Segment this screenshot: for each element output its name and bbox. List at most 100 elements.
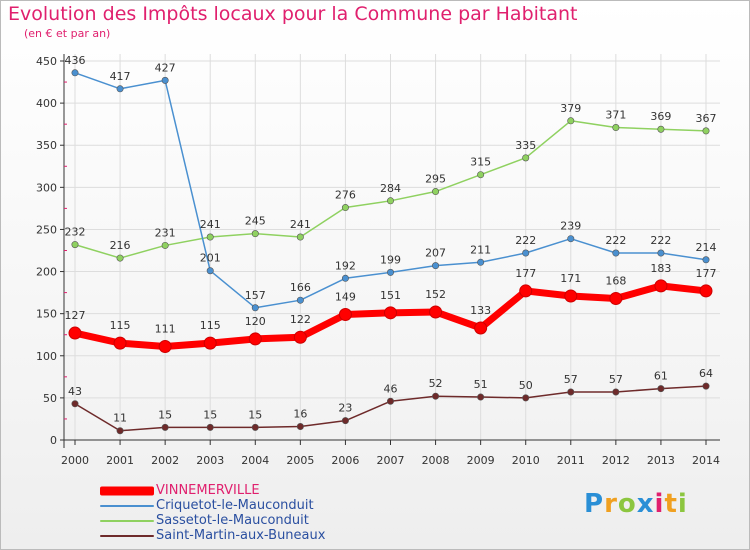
data-label-criquetot-le-mauconduit: 157: [245, 289, 266, 302]
data-point-sassetot-le-mauconduit: [206, 233, 214, 241]
legend-label: Sassetot-le-Mauconduit: [156, 513, 309, 528]
legend-entry: VINNEMERVILLE: [100, 483, 360, 498]
y-tick-label: 300: [36, 181, 57, 194]
data-point-sassetot-le-mauconduit: [251, 230, 259, 238]
data-label-sassetot-le-mauconduit: 276: [335, 189, 356, 202]
x-tick-label: 2008: [422, 454, 450, 467]
data-point-sassetot-le-mauconduit: [567, 117, 575, 125]
x-tick-label: 2009: [467, 454, 495, 467]
data-point-vinnemerville: [384, 306, 397, 320]
data-point-sassetot-le-mauconduit: [341, 204, 349, 212]
data-point-sassetot-le-mauconduit: [296, 233, 304, 241]
data-point-saint-martin-aux-buneaux: [296, 423, 304, 431]
y-tick-label: 150: [36, 308, 57, 321]
data-point-criquetot-le-mauconduit: [657, 249, 665, 257]
data-point-sassetot-le-mauconduit: [116, 254, 124, 262]
y-tick-label: 250: [36, 223, 57, 236]
data-point-criquetot-le-mauconduit: [251, 304, 259, 312]
data-label-criquetot-le-mauconduit: 192: [335, 259, 356, 272]
logo-letter: r: [604, 489, 618, 519]
data-label-saint-martin-aux-buneaux: 46: [384, 382, 398, 395]
data-point-criquetot-le-mauconduit: [522, 249, 530, 257]
data-label-criquetot-le-mauconduit: 166: [290, 281, 311, 294]
data-point-vinnemerville: [429, 305, 443, 319]
data-label-vinnemerville: 127: [65, 309, 86, 322]
data-point-sassetot-le-mauconduit: [432, 188, 440, 196]
legend-entry: Saint-Martin-aux-Buneaux: [100, 528, 360, 543]
y-tick-label: 100: [36, 350, 57, 363]
data-label-sassetot-le-mauconduit: 379: [560, 102, 581, 115]
data-point-criquetot-le-mauconduit: [161, 76, 169, 84]
data-label-criquetot-le-mauconduit: 417: [110, 70, 131, 83]
chart-title: Evolution des Impôts locaux pour la Comm…: [8, 3, 578, 25]
data-point-vinnemerville: [654, 279, 668, 293]
data-label-sassetot-le-mauconduit: 284: [380, 182, 401, 195]
data-point-sassetot-le-mauconduit: [657, 125, 665, 133]
data-point-vinnemerville: [248, 332, 262, 346]
data-label-saint-martin-aux-buneaux: 52: [429, 377, 443, 390]
legend-entry: Criquetot-le-Mauconduit: [100, 498, 360, 513]
data-point-sassetot-le-mauconduit: [477, 171, 485, 179]
data-point-criquetot-le-mauconduit: [296, 296, 304, 304]
data-label-sassetot-le-mauconduit: 371: [605, 109, 626, 122]
data-label-saint-martin-aux-buneaux: 23: [338, 402, 352, 415]
data-label-sassetot-le-mauconduit: 295: [425, 173, 446, 186]
data-point-vinnemerville: [699, 284, 713, 298]
data-label-saint-martin-aux-buneaux: 15: [158, 408, 172, 421]
data-point-vinnemerville: [68, 326, 82, 340]
data-point-saint-martin-aux-buneaux: [341, 417, 349, 425]
data-label-criquetot-le-mauconduit: 201: [200, 252, 221, 265]
proxiti-logo: Proxiti: [584, 489, 688, 519]
x-tick-label: 2004: [241, 454, 269, 467]
logo-letter: o: [617, 489, 637, 519]
legend-swatch: [100, 504, 154, 507]
data-point-sassetot-le-mauconduit: [386, 197, 394, 205]
data-label-saint-martin-aux-buneaux: 15: [203, 408, 217, 421]
data-label-sassetot-le-mauconduit: 369: [650, 110, 671, 123]
data-point-saint-martin-aux-buneaux: [116, 427, 124, 435]
data-label-criquetot-le-mauconduit: 222: [605, 234, 626, 247]
data-point-criquetot-le-mauconduit: [477, 258, 485, 266]
data-label-vinnemerville: 152: [425, 288, 446, 301]
data-point-criquetot-le-mauconduit: [432, 262, 440, 270]
data-point-saint-martin-aux-buneaux: [206, 423, 214, 431]
data-point-sassetot-le-mauconduit: [71, 241, 79, 249]
data-point-sassetot-le-mauconduit: [612, 124, 620, 132]
data-point-sassetot-le-mauconduit: [161, 241, 169, 249]
data-point-vinnemerville: [203, 336, 217, 350]
data-label-vinnemerville: 115: [110, 319, 131, 332]
data-point-criquetot-le-mauconduit: [341, 274, 349, 282]
x-tick-label: 2003: [196, 454, 224, 467]
data-point-criquetot-le-mauconduit: [567, 235, 575, 243]
data-point-criquetot-le-mauconduit: [206, 267, 214, 275]
data-label-criquetot-le-mauconduit: 222: [650, 234, 671, 247]
legend-swatch: [100, 486, 154, 495]
data-label-vinnemerville: 177: [696, 267, 717, 280]
data-point-criquetot-le-mauconduit: [71, 69, 79, 77]
logo-letter: x: [636, 489, 655, 519]
data-point-vinnemerville: [293, 330, 307, 344]
x-tick-label: 2013: [647, 454, 675, 467]
data-label-vinnemerville: 122: [290, 313, 311, 326]
x-tick-label: 2006: [331, 454, 359, 467]
data-label-vinnemerville: 111: [155, 323, 176, 336]
data-label-criquetot-le-mauconduit: 214: [696, 241, 717, 254]
data-label-criquetot-le-mauconduit: 211: [470, 243, 491, 256]
data-label-criquetot-le-mauconduit: 239: [560, 220, 581, 233]
y-tick-label: 50: [43, 392, 57, 405]
data-label-criquetot-le-mauconduit: 222: [515, 234, 536, 247]
legend-label: VINNEMERVILLE: [156, 483, 260, 498]
data-point-saint-martin-aux-buneaux: [657, 385, 665, 393]
data-point-saint-martin-aux-buneaux: [477, 393, 485, 401]
y-tick-label: 0: [50, 434, 57, 447]
data-label-vinnemerville: 171: [560, 272, 581, 285]
x-tick-label: 2011: [557, 454, 585, 467]
data-point-criquetot-le-mauconduit: [612, 249, 620, 257]
data-label-sassetot-le-mauconduit: 241: [200, 218, 221, 231]
data-label-saint-martin-aux-buneaux: 57: [564, 373, 578, 386]
data-label-saint-martin-aux-buneaux: 16: [293, 408, 307, 421]
data-label-saint-martin-aux-buneaux: 51: [474, 378, 488, 391]
data-label-vinnemerville: 177: [515, 267, 536, 280]
data-label-saint-martin-aux-buneaux: 57: [609, 373, 623, 386]
data-point-vinnemerville: [564, 289, 578, 303]
